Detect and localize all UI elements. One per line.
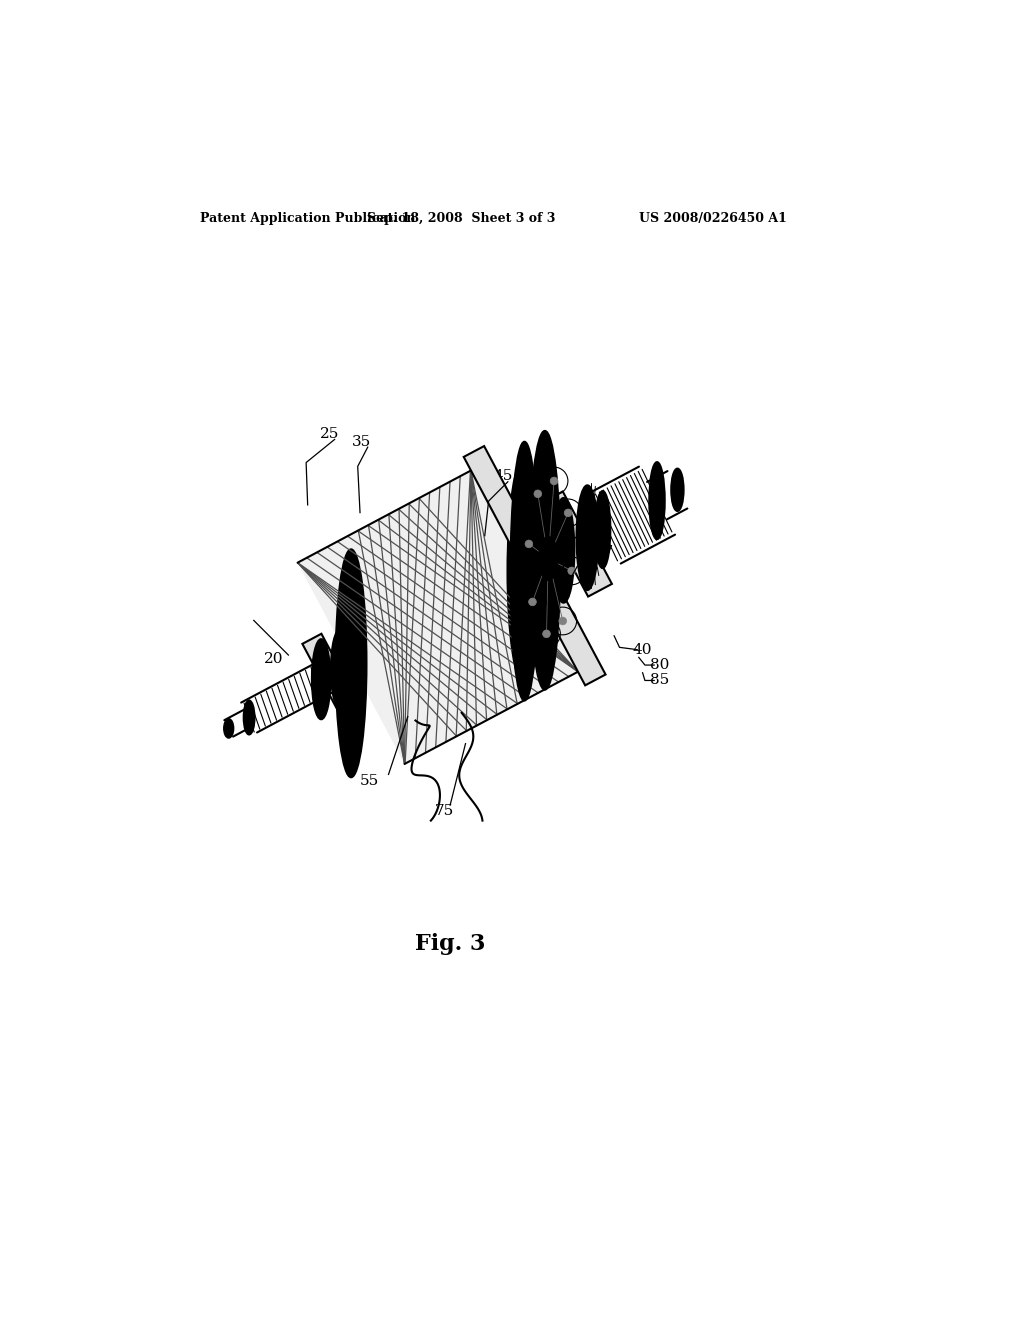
- Text: 55: 55: [359, 774, 379, 788]
- Text: US 2008/0226450 A1: US 2008/0226450 A1: [639, 213, 786, 224]
- Polygon shape: [298, 470, 578, 764]
- Ellipse shape: [511, 442, 539, 701]
- Ellipse shape: [224, 719, 233, 738]
- Ellipse shape: [331, 630, 349, 709]
- Circle shape: [543, 630, 550, 638]
- Circle shape: [528, 598, 537, 606]
- Circle shape: [534, 490, 542, 498]
- Text: Patent Application Publication: Patent Application Publication: [200, 213, 416, 224]
- Circle shape: [550, 477, 558, 484]
- Circle shape: [525, 540, 532, 548]
- Ellipse shape: [336, 549, 367, 777]
- Polygon shape: [539, 491, 612, 597]
- Text: 40: 40: [633, 643, 652, 656]
- Text: 57: 57: [595, 545, 614, 558]
- Text: 75: 75: [434, 804, 454, 818]
- Text: Sep. 18, 2008  Sheet 3 of 3: Sep. 18, 2008 Sheet 3 of 3: [368, 213, 556, 224]
- Ellipse shape: [595, 491, 610, 568]
- Text: 45: 45: [494, 470, 513, 483]
- Circle shape: [559, 618, 566, 624]
- Circle shape: [568, 568, 575, 574]
- Ellipse shape: [672, 469, 684, 511]
- Ellipse shape: [539, 537, 557, 579]
- Text: 20: 20: [263, 652, 283, 665]
- Text: 35: 35: [352, 434, 371, 449]
- Text: Fig. 3: Fig. 3: [415, 933, 485, 954]
- Ellipse shape: [508, 457, 542, 685]
- Text: 80: 80: [649, 659, 669, 672]
- Ellipse shape: [244, 701, 255, 734]
- Text: 60: 60: [580, 517, 599, 531]
- Ellipse shape: [553, 498, 574, 603]
- Ellipse shape: [312, 639, 331, 719]
- Ellipse shape: [529, 430, 560, 689]
- Polygon shape: [464, 446, 605, 685]
- Polygon shape: [302, 634, 359, 714]
- Ellipse shape: [577, 486, 598, 590]
- Ellipse shape: [649, 462, 665, 539]
- Circle shape: [564, 510, 572, 516]
- Text: 25: 25: [319, 428, 339, 441]
- Text: 85: 85: [649, 673, 669, 688]
